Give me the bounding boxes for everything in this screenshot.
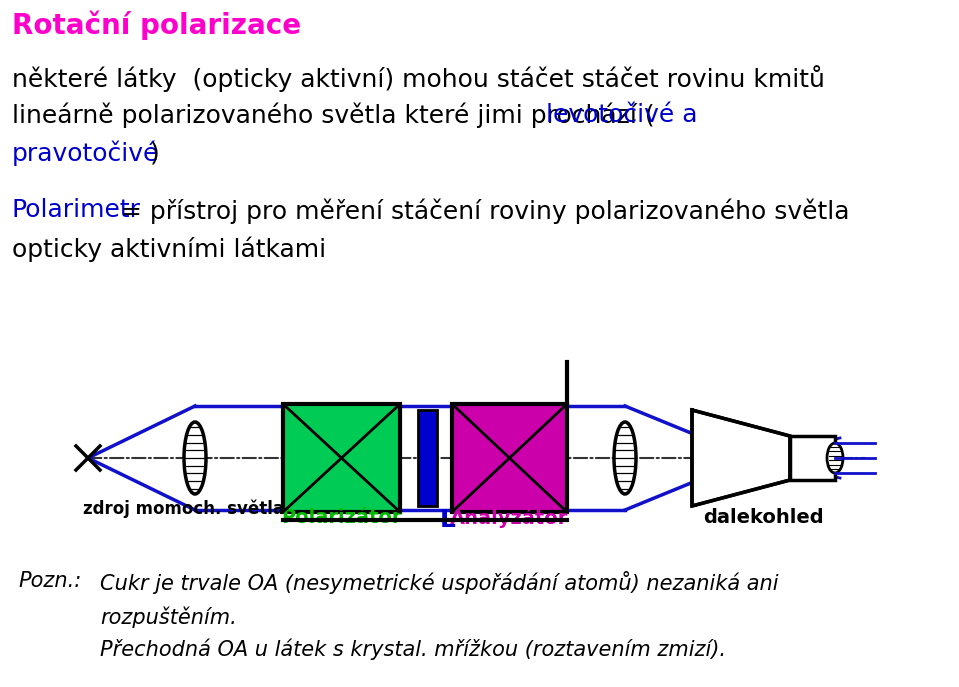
Text: rozpuštěním.: rozpuštěním. <box>100 606 237 627</box>
Text: zdroj momoch. světla: zdroj momoch. světla <box>83 500 284 519</box>
Text: pravotočivé: pravotočivé <box>12 141 159 166</box>
Text: Rotační polarizace: Rotační polarizace <box>12 10 301 39</box>
Bar <box>452 404 567 512</box>
Ellipse shape <box>184 422 206 494</box>
Bar <box>418 410 437 506</box>
Text: některé látky  (opticky aktivní) mohou stáčet stáčet rovinu kmitů: některé látky (opticky aktivní) mohou st… <box>12 65 825 92</box>
Text: Pozn.:: Pozn.: <box>18 571 82 591</box>
Text: lineárně polarizovaného světla které jimi prochází (: lineárně polarizovaného světla které jim… <box>12 103 655 128</box>
Text: opticky aktivními látkami: opticky aktivními látkami <box>12 236 326 262</box>
Text: L: L <box>439 508 456 532</box>
Text: Polarizátor: Polarizátor <box>281 508 402 527</box>
Text: levotočivé a: levotočivé a <box>546 103 697 127</box>
Text: = přístroj pro měření stáčení roviny polarizovaného světla: = přístroj pro měření stáčení roviny pol… <box>113 198 850 223</box>
Text: Přechodná OA u látek s krystal. mřížkou (roztavením zmizí).: Přechodná OA u látek s krystal. mřížkou … <box>100 638 726 660</box>
Bar <box>283 404 400 512</box>
Ellipse shape <box>614 422 636 494</box>
Text: dalekohled: dalekohled <box>703 508 824 527</box>
Polygon shape <box>692 410 790 506</box>
Ellipse shape <box>827 443 843 473</box>
Bar <box>790 436 835 480</box>
Text: Analyzátor: Analyzátor <box>451 508 569 528</box>
Text: ): ) <box>150 141 160 165</box>
Text: Polarimetr: Polarimetr <box>12 198 141 222</box>
Text: Cukr je trvale OA (nesymetrické uspořádání atomů) nezaniká ani: Cukr je trvale OA (nesymetrické uspořádá… <box>100 571 779 594</box>
